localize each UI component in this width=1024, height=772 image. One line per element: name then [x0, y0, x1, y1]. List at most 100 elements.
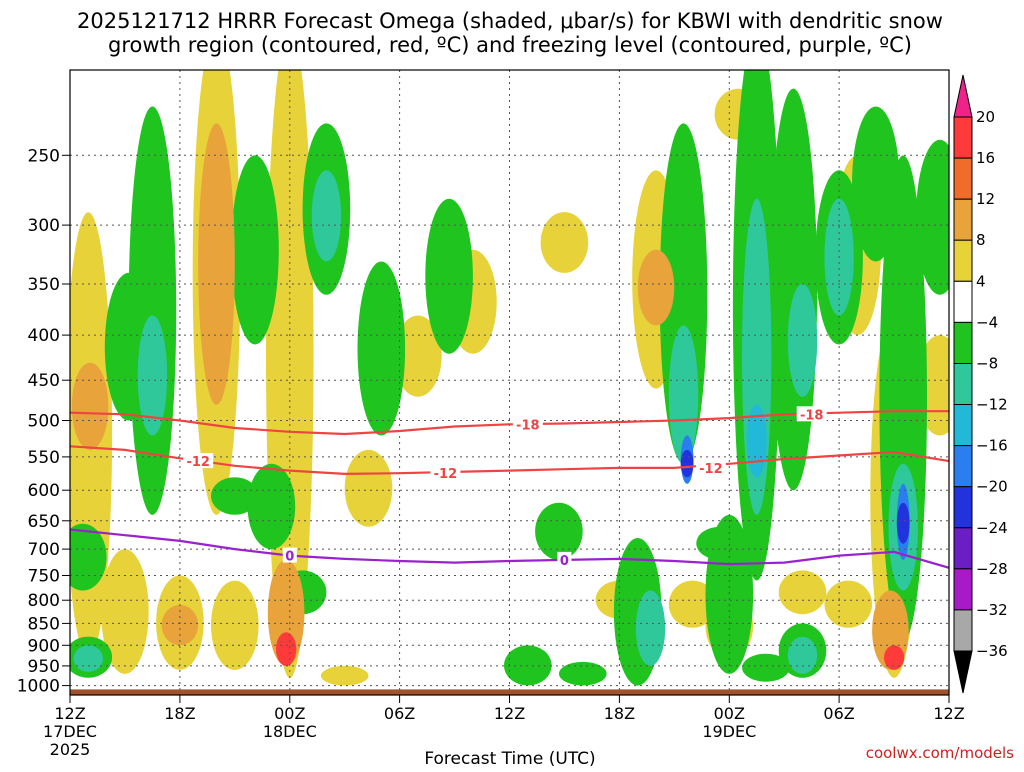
- plot-area: [70, 70, 949, 695]
- contour-label: 0: [285, 550, 294, 565]
- colorbar-segment: [953, 568, 973, 611]
- colorbar-tick-label: −8: [976, 355, 998, 373]
- omega-region: [746, 404, 767, 478]
- omega-region: [769, 88, 818, 491]
- y-tick-label: 400: [28, 326, 60, 346]
- ground-layer: [70, 689, 949, 695]
- colorbar-segment: [953, 321, 973, 364]
- colorbar-tick-label: −32: [976, 601, 1008, 619]
- omega-region: [198, 123, 235, 405]
- y-tick-label: 750: [28, 567, 60, 587]
- omega-region: [705, 514, 754, 674]
- y-axis-ticks: 2503003504004505005506006507007508008509…: [17, 146, 70, 697]
- omega-region: [559, 661, 607, 686]
- omega-region: [635, 590, 666, 666]
- chart-title-line-1: 2025121712 HRRR Forecast Omega (shaded, …: [77, 9, 943, 33]
- omega-region: [668, 325, 699, 464]
- omega-region: [787, 284, 818, 397]
- omega-region: [320, 665, 369, 686]
- x-tick-label: 00Z: [274, 704, 305, 723]
- omega-region: [742, 653, 790, 682]
- colorbar-segment: [953, 116, 973, 159]
- omega-region: [70, 523, 107, 591]
- y-tick-label: 850: [28, 614, 60, 634]
- omega-region: [161, 605, 199, 646]
- contour-line: [70, 528, 949, 569]
- contour-label-bg: [796, 406, 827, 422]
- x-tick-label: 12Z: [494, 704, 525, 723]
- colorbar-segment: [953, 404, 973, 447]
- x-tick-label: 12Z: [54, 704, 85, 723]
- omega-region: [276, 632, 297, 666]
- colorbar: 20 16 12 8 4 −4 −8 −12 −16 −20 −24 −28 −32 −36: [953, 74, 1008, 694]
- omega-region: [128, 106, 177, 515]
- colorbar-tick-label: −16: [976, 437, 1008, 455]
- colorbar-segment: [953, 280, 973, 323]
- contour-label-bg: [695, 459, 726, 475]
- chart-title-line-2: growth region (contoured, red, ºC) and f…: [108, 33, 912, 57]
- contour-labels: -18 -18 -12 -12 -12 0 0: [183, 406, 827, 569]
- y-tick-label: 900: [28, 636, 60, 656]
- x-tick-date-label: 19DEC: [702, 722, 756, 741]
- colorbar-tick-label: 12: [976, 190, 995, 208]
- y-tick-label: 700: [28, 540, 60, 560]
- omega-region: [357, 261, 406, 436]
- omega-region: [247, 463, 296, 550]
- omega-region: [884, 645, 905, 670]
- omega-region: [916, 139, 949, 295]
- omega-region: [535, 502, 583, 560]
- colorbar-tick-label: 4: [976, 272, 986, 290]
- omega-region: [311, 170, 342, 262]
- colorbar-segment: [953, 445, 973, 488]
- y-tick-label: 1000: [17, 677, 60, 697]
- omega-region: [211, 580, 259, 670]
- colorbar-bottom-arrow: [953, 650, 973, 694]
- contour-label-bg: [282, 547, 297, 563]
- omega-region: [267, 559, 305, 666]
- y-tick-label: 650: [28, 512, 60, 532]
- grid-lines: [70, 70, 949, 695]
- y-tick-label: 950: [28, 657, 60, 677]
- contour-label: 0: [560, 554, 569, 569]
- omega-region: [101, 549, 149, 674]
- omega-region: [211, 477, 259, 515]
- y-tick-label: 450: [28, 371, 60, 391]
- omega-region: [394, 315, 442, 397]
- omega-region: [231, 155, 279, 345]
- colorbar-segment: [953, 239, 973, 282]
- ground-surface: [70, 689, 949, 695]
- omega-region: [896, 502, 910, 544]
- omega-region: [787, 636, 818, 674]
- contour-label-bg: [430, 465, 461, 481]
- omega-region: [540, 212, 589, 273]
- colorbar-tick-label: 20: [976, 108, 995, 126]
- colorbar-tick-label: −12: [976, 396, 1008, 414]
- contour-label-bg: [183, 453, 214, 469]
- colorbar-segment: [953, 609, 973, 652]
- colorbar-segment: [953, 198, 973, 241]
- x-tick-label: 00Z: [714, 704, 745, 723]
- omega-region: [668, 580, 717, 628]
- y-tick-label: 550: [28, 448, 60, 468]
- x-axis-label: Forecast Time (UTC): [424, 749, 595, 768]
- omega-region: [71, 362, 109, 450]
- x-tick-label: 06Z: [384, 704, 415, 723]
- x-tick-label: 18Z: [604, 704, 635, 723]
- colorbar-tick-label: −20: [976, 478, 1008, 496]
- colorbar-tick-label: −24: [976, 519, 1008, 537]
- contour-label: -12: [186, 455, 210, 470]
- colorbar-tick-label: −36: [976, 642, 1008, 660]
- x-tick-date-label: 17DEC: [43, 722, 97, 741]
- colorbar-segment: [953, 527, 973, 570]
- colorbar-tick-label: −28: [976, 560, 1008, 578]
- contour-label: -12: [434, 467, 458, 482]
- y-tick-label: 600: [28, 481, 60, 501]
- omega-region: [637, 249, 675, 326]
- x-tick-label: 06Z: [823, 704, 854, 723]
- contour-label-bg: [557, 551, 572, 567]
- x-tick-date-label: 18DEC: [263, 722, 317, 741]
- colorbar-segment: [953, 157, 973, 200]
- colorbar-tick-label: −4: [976, 313, 998, 331]
